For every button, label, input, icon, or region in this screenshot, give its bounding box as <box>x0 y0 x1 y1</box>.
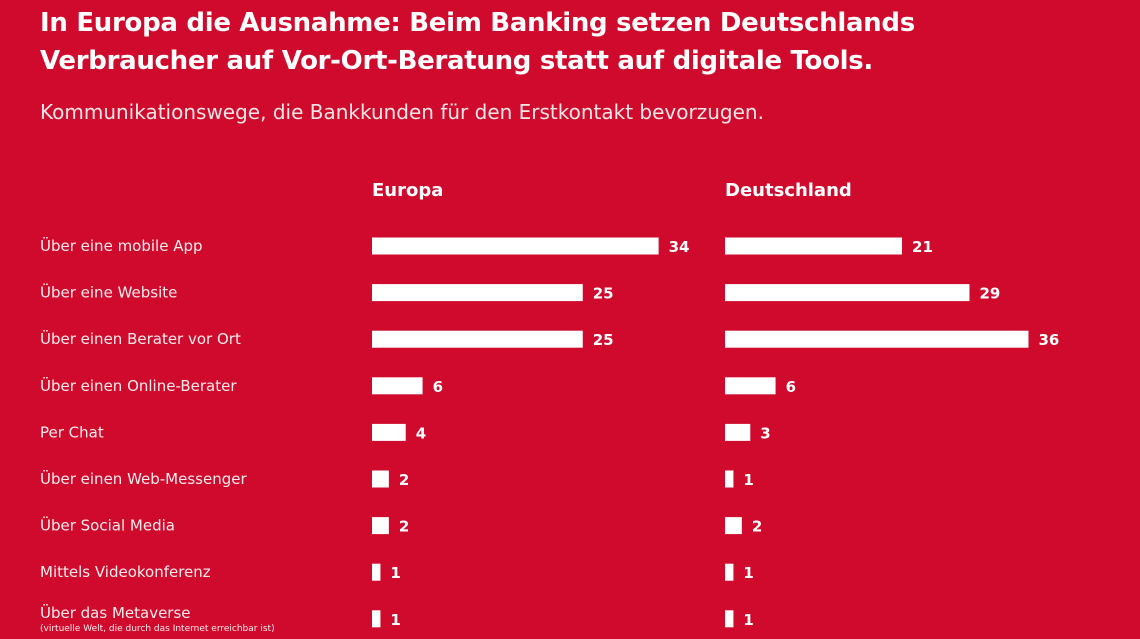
data-label: 1 <box>390 611 400 629</box>
bar-europa <box>372 517 389 535</box>
data-label: 4 <box>416 424 426 442</box>
data-label: 6 <box>433 378 443 396</box>
data-label: 21 <box>912 238 933 256</box>
bar-europa <box>372 330 583 348</box>
bar-deutschland <box>725 330 1029 348</box>
data-label: 1 <box>743 471 753 489</box>
title-line: In Europa die Ausnahme: Beim Banking set… <box>40 8 915 38</box>
bar-deutschland <box>725 377 776 395</box>
category-label: Mittels Videokonferenz <box>40 563 211 581</box>
data-label: 1 <box>743 564 753 582</box>
category-note: (virtuelle Welt, die durch das Internet … <box>40 624 275 634</box>
series-header-europa: Europa <box>372 180 444 201</box>
bar-deutschland <box>725 563 734 581</box>
category-label: Über das Metaverse <box>40 603 191 622</box>
bar-deutschland <box>725 610 734 628</box>
data-label: 29 <box>979 285 1000 303</box>
data-label: 3 <box>760 424 770 442</box>
category-label: Über eine mobile App <box>40 236 203 255</box>
data-label: 6 <box>786 378 796 396</box>
bar-europa <box>372 377 423 395</box>
data-label: 2 <box>752 518 762 536</box>
chart-subtitle: Kommunikationswege, die Bankkunden für d… <box>40 100 764 124</box>
category-label: Über einen Berater vor Ort <box>40 329 241 348</box>
bar-europa <box>372 470 389 488</box>
data-label: 36 <box>1038 331 1059 349</box>
bar-deutschland <box>725 237 903 255</box>
bar-deutschland <box>725 284 970 302</box>
data-label: 2 <box>399 471 409 489</box>
bar-europa <box>372 563 381 581</box>
bar-europa <box>372 284 583 302</box>
data-label: 2 <box>399 518 409 536</box>
data-label: 1 <box>743 611 753 629</box>
series-header-deutschland: Deutschland <box>725 180 852 201</box>
bar-europa <box>372 610 381 628</box>
bar-europa <box>372 423 406 441</box>
data-label: 25 <box>593 331 614 349</box>
bar-deutschland <box>725 470 734 488</box>
data-label: 25 <box>593 285 614 303</box>
category-label: Über einen Web-Messenger <box>40 469 247 488</box>
data-label: 1 <box>390 564 400 582</box>
category-label: Über Social Media <box>40 516 175 535</box>
category-label: Per Chat <box>40 423 104 441</box>
chart-title: In Europa die Ausnahme: Beim Banking set… <box>40 4 915 80</box>
bar-europa <box>372 237 659 255</box>
category-label: Über eine Website <box>40 283 177 302</box>
bar-deutschland <box>725 423 751 441</box>
title-line: Verbraucher auf Vor-Ort-Beratung statt a… <box>40 46 874 76</box>
category-label: Über einen Online-Berater <box>40 376 237 395</box>
bar-deutschland <box>725 517 742 535</box>
data-label: 34 <box>669 238 690 256</box>
